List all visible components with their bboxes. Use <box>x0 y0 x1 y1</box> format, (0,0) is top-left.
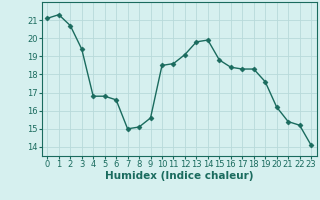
X-axis label: Humidex (Indice chaleur): Humidex (Indice chaleur) <box>105 171 253 181</box>
